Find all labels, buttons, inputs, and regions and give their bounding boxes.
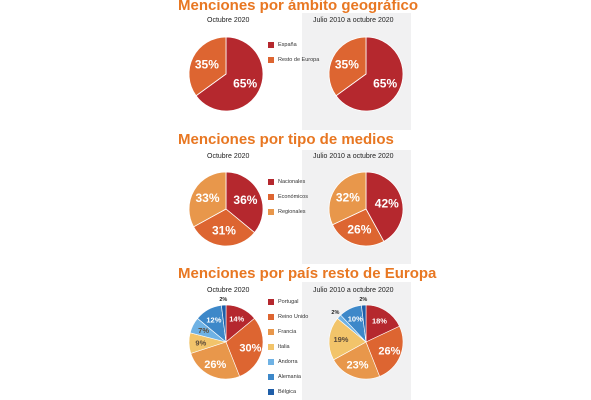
pie-label-resto-de-europa: 35% [335, 57, 359, 71]
legend-label: Nacionales [278, 179, 306, 185]
legend-swatch [268, 209, 274, 215]
section-title-tipo-medios: Menciones por tipo de medios [178, 131, 394, 148]
legend-label: Regionales [278, 209, 306, 215]
pie-label-reino-unido: 26% [378, 345, 400, 357]
pie-chart-geografico-octubre: 65% 35% [188, 36, 264, 112]
pie-label-reino-unido: 30% [239, 342, 261, 354]
pie-label-alemania: 10% [348, 315, 363, 324]
legend-label: Resto de Europa [278, 57, 320, 63]
pie-label-italia: 19% [333, 335, 348, 344]
legend-label: Alemania [278, 374, 301, 380]
legend-swatch [268, 314, 274, 320]
pie-label-bélgica: 2% [359, 297, 367, 303]
legend-swatch [268, 344, 274, 350]
legend-label: España [278, 42, 297, 48]
pie-label-andorra: 7% [198, 326, 209, 335]
pie-slice-españa [195, 36, 264, 112]
pie-slice-reino-unido [225, 317, 264, 377]
legend-label: Francia [278, 329, 297, 335]
subtitle-historico: Julio 2010 a octubre 2020 [313, 287, 394, 294]
legend-label: Económicos [278, 194, 308, 200]
pie-label-españa: 65% [233, 77, 257, 91]
section-title-geografico: Menciones por ámbito geográfico [178, 0, 419, 14]
legend-swatch [268, 42, 274, 48]
subtitle-historico: Julio 2010 a octubre 2020 [313, 17, 394, 24]
pie-label-portugal: 14% [229, 315, 244, 324]
pie-slice-regionales [328, 171, 367, 226]
pie-chart-geografico-historico: 65% 35% [328, 36, 404, 112]
legend-label: Reino Unido [278, 314, 309, 320]
legend-label: Bélgica [278, 389, 297, 395]
legend-swatch [268, 374, 274, 380]
legend-label: Andorra [278, 359, 298, 365]
subtitle-octubre-2020: Octubre 2020 [207, 17, 250, 24]
pie-slice-bélgica [361, 304, 367, 343]
pie-label-españa: 65% [373, 77, 397, 91]
legend-swatch [268, 57, 274, 63]
pie-slice-francia [190, 341, 241, 380]
pie-label-resto-de-europa: 35% [195, 57, 219, 71]
pie-slice-nacionales [365, 171, 404, 242]
subtitle-octubre-2020: Octubre 2020 [207, 287, 250, 294]
pie-label-regionales: 32% [336, 191, 360, 205]
pie-label-económicos: 26% [347, 222, 371, 236]
pie-label-francia: 23% [346, 360, 368, 372]
pie-slice-regionales [188, 171, 227, 228]
pie-label-económicos: 31% [212, 223, 236, 237]
legend-swatch [268, 359, 274, 365]
pie-slice-económicos [331, 208, 385, 247]
legend-label: Portugal [278, 299, 299, 305]
pie-slice-bélgica [221, 304, 227, 343]
pie-label-regionales: 33% [196, 191, 220, 205]
pie-slice-francia [333, 341, 381, 380]
legend-swatch [268, 194, 274, 200]
legend-swatch [268, 299, 274, 305]
pie-label-alemania: 12% [206, 315, 221, 324]
pie-label-bélgica: 2% [219, 297, 227, 303]
pie-slice-nacionales [225, 171, 264, 234]
legend-swatch [268, 329, 274, 335]
pie-slice-resto-de-europa [188, 36, 227, 97]
pie-slice-reino-unido [365, 325, 404, 377]
legend-swatch [268, 389, 274, 395]
pie-chart-tipo-medios-octubre: 36% 31% 33% [188, 171, 264, 247]
subtitle-historico: Julio 2010 a octubre 2020 [313, 153, 394, 160]
subtitle-octubre-2020: Octubre 2020 [207, 153, 250, 160]
pie-label-nacionales: 42% [375, 197, 399, 211]
legend-swatch [268, 179, 274, 185]
legend-label: Italia [278, 344, 290, 350]
pie-chart-tipo-medios-historico: 42% 26% 32% [328, 171, 404, 247]
section-title-pais-europa: Menciones por país resto de Europa [178, 265, 437, 282]
pie-slice-económicos [193, 208, 256, 247]
pie-slice-italia [328, 317, 367, 361]
pie-slice-resto-de-europa [328, 36, 367, 97]
pie-label-nacionales: 36% [233, 193, 257, 207]
pie-chart-pais-historico: 18% 26% 23% 19% 2% 10% 2% [328, 297, 404, 380]
pie-chart-pais-octubre: 14% 30% 26% 9% 7% 12% 2% [188, 297, 264, 380]
pie-label-andorra: 2% [331, 310, 339, 316]
pie-slice-portugal [365, 304, 400, 343]
pie-label-francia: 26% [204, 359, 226, 371]
pie-label-italia: 9% [195, 338, 206, 347]
pie-label-portugal: 18% [372, 316, 387, 325]
pie-slice-españa [335, 36, 404, 112]
